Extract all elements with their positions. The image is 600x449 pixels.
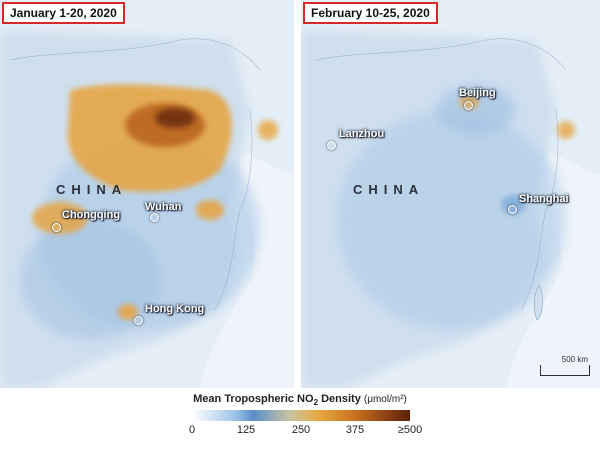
city-marker-shanghai [508,205,517,214]
legend-tick-375: 375 [345,424,365,436]
legend-tick-500: ≥500 [397,424,423,436]
scale-label: 500 km [561,355,588,364]
city-marker-lanzhou [327,141,336,150]
map-february-svg [301,0,600,388]
map-panel-february: February 10-25, 2020 CHINA Beijing Lanzh… [301,0,600,388]
legend-title-subscript: 2 [313,398,319,408]
legend-title-rest: Density [318,393,361,405]
city-label-lanzhou: Lanzhou [339,128,385,140]
scale-bar [540,365,590,376]
city-marker-wuhan [150,213,159,222]
legend-unit: (μmol/m²) [363,394,407,405]
map-january-svg [0,0,294,388]
legend-tick-0: 0 [188,424,196,436]
legend-tick-250: 250 [291,424,311,436]
legend: Mean Tropospheric NO2 Density (μmol/m²) … [0,390,600,449]
city-label-shanghai: Shanghai [519,193,569,205]
legend-title-main: Mean Tropospheric NO [193,393,314,405]
city-label-hong-kong: Hong Kong [145,303,205,315]
legend-title: Mean Tropospheric NO2 Density (μmol/m²) [0,393,600,407]
city-label-wuhan: Wuhan [145,201,182,213]
period-title-january: January 1-20, 2020 [2,2,125,24]
country-label-china: CHINA [56,182,128,197]
city-marker-beijing [464,101,473,110]
city-label-beijing: Beijing [459,87,496,99]
city-marker-hong-kong [134,316,143,325]
legend-color-bar [192,410,410,421]
city-marker-chongqing [52,223,61,232]
legend-tick-125: 125 [236,424,256,436]
map-panel-january: January 1-20, 2020 CHINA Chongqing Wuhan… [0,0,294,388]
period-title-february: February 10-25, 2020 [303,2,438,24]
city-label-chongqing: Chongqing [62,209,121,221]
country-label-china: CHINA [353,182,425,197]
